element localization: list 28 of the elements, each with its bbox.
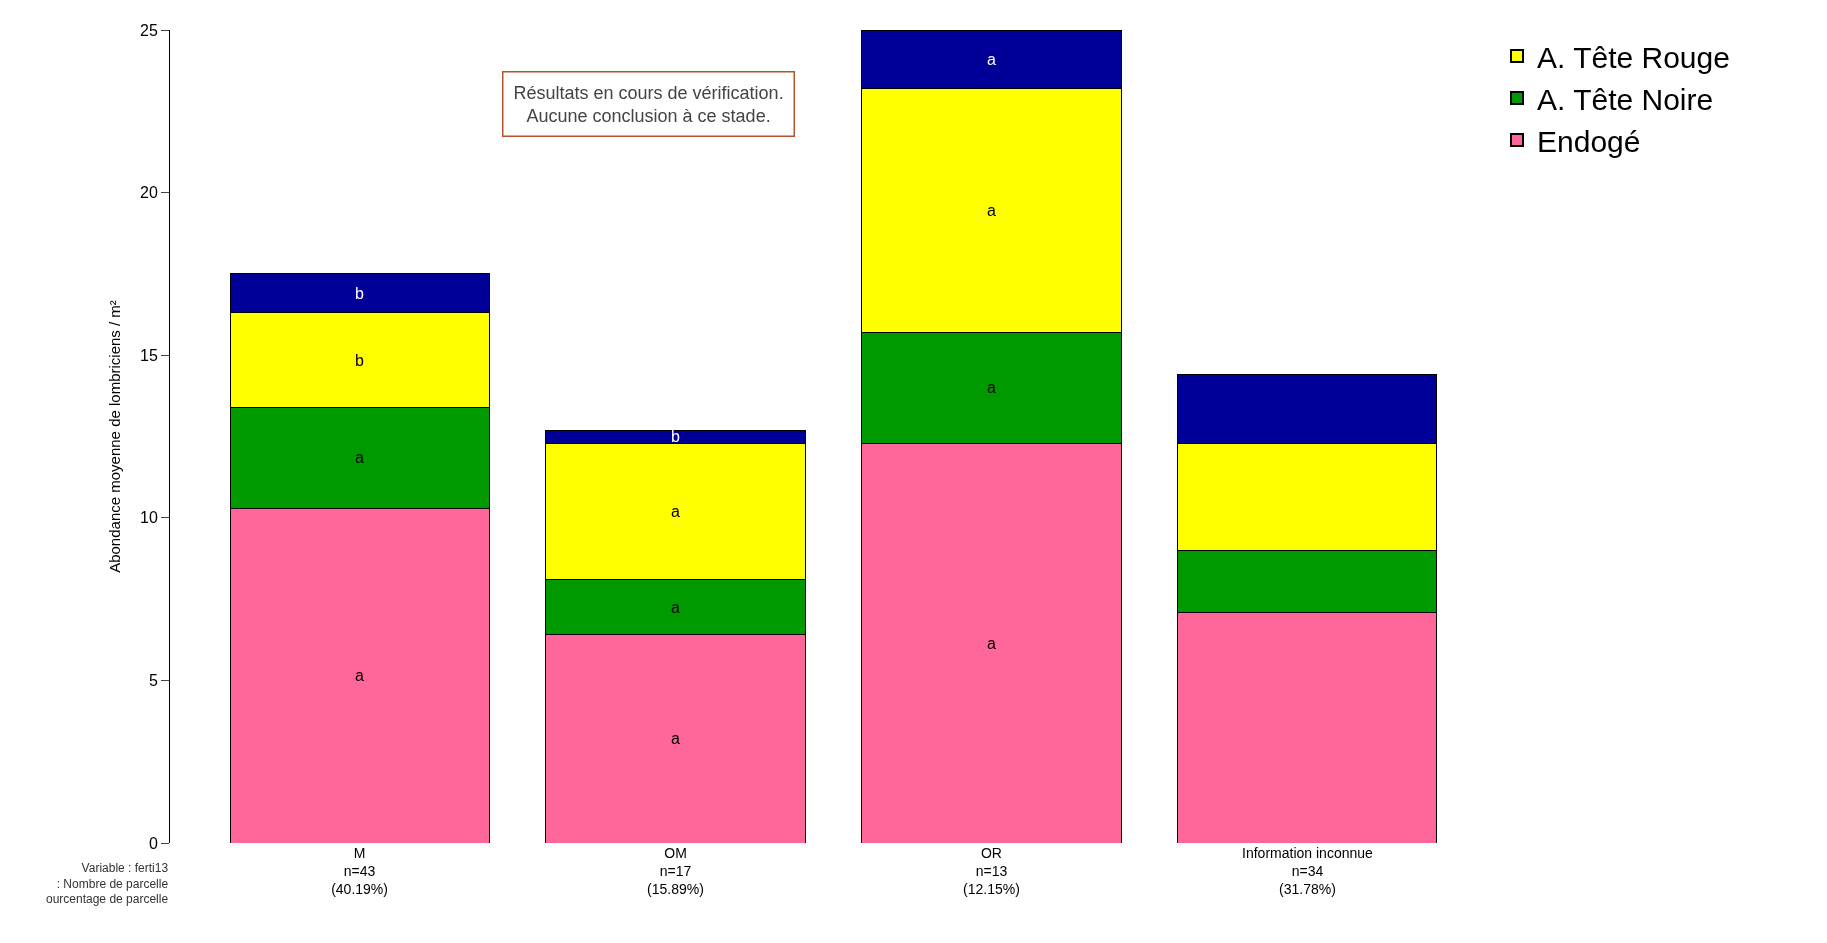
annotation: Résultats en cours de vérification. Aucune conclusion à ce stade. [513,82,784,126]
x-tick-label: M n=43 (40.19%) [331,845,388,898]
y-tick-label: 0 [148,834,158,852]
y-tick-label: 25 [140,21,158,39]
x-tick-label: OM n=17 (15.89%) [647,845,704,898]
data-label: a [671,730,680,747]
data-label: b [671,428,680,445]
data-label: b [355,352,364,369]
data-label: a [987,379,996,396]
data-label: b [355,285,364,302]
y-axis-title: Abondance moyenne de lombriciens / m² [106,300,124,573]
y-tick-label: 20 [140,184,158,202]
legend-label: A. Tête Rouge [1537,40,1730,74]
data-label: a [671,503,680,520]
legend-label: Endogé [1537,124,1641,158]
legend-label: A. Tête Noire [1537,82,1714,116]
x-tick-label: Information inconnue n=34 (31.78%) [1242,845,1374,898]
y-tick-label: 10 [140,509,158,527]
data-label: a [987,635,996,652]
x-tick-label: OR n=13 (12.15%) [963,845,1020,898]
data-label: a [987,202,996,219]
data-label: a [671,599,680,616]
y-tick-label: 5 [148,672,158,689]
y-tick-label: 15 [140,346,158,364]
data-label: a [987,51,996,68]
data-label: a [355,449,364,466]
text: Variable : ferti13 : Nombre de parcelle ourcentage de parcelle [46,861,169,907]
data-label: a [355,667,364,684]
